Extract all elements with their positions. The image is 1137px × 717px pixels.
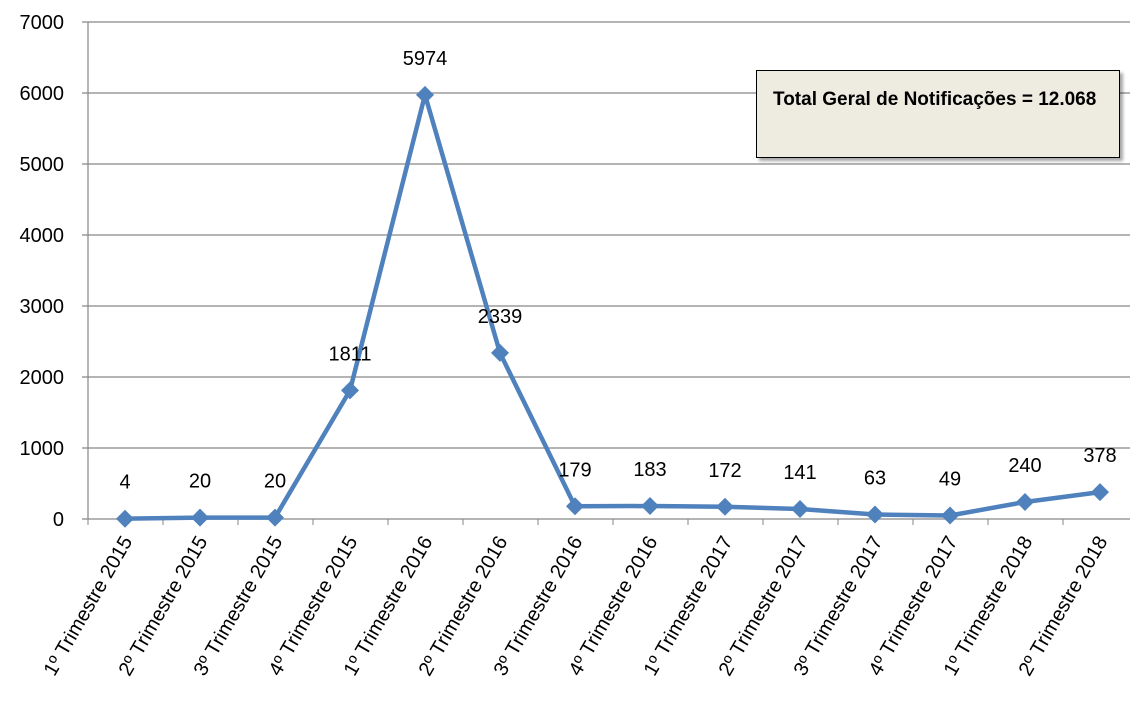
marker	[116, 510, 134, 528]
marker	[1016, 493, 1034, 511]
y-tick-label: 0	[53, 509, 64, 531]
y-tick-label: 7000	[20, 12, 65, 34]
annotation: Total Geral de Notificações = 12.068	[756, 70, 1120, 158]
marker	[191, 509, 209, 527]
marker	[941, 507, 959, 525]
marker	[491, 344, 509, 362]
data-label: 5974	[403, 48, 448, 70]
data-label: 63	[864, 468, 886, 490]
y-tick-label: 4000	[20, 225, 65, 247]
data-label: 49	[939, 469, 961, 491]
marker	[716, 498, 734, 516]
y-tick-label: 2000	[20, 367, 65, 389]
line	[125, 95, 1100, 519]
marker	[1091, 483, 1109, 501]
data-label: 172	[708, 460, 741, 482]
data-label: 183	[633, 459, 666, 481]
marker	[791, 500, 809, 518]
y-tick-label: 5000	[20, 154, 65, 176]
marker	[416, 86, 434, 104]
data-label: 20	[189, 471, 211, 493]
data-label: 141	[783, 462, 816, 484]
data-label: 240	[1008, 455, 1041, 477]
marker	[866, 506, 884, 524]
page: 010002000300040005000600070001º Trimestr…	[0, 0, 1137, 717]
data-label: 378	[1083, 445, 1116, 467]
data-label: 4	[119, 472, 130, 494]
y-tick-label: 1000	[20, 438, 65, 460]
data-label: 2339	[478, 306, 523, 328]
data-label: 20	[264, 471, 286, 493]
data-label: 1811	[328, 343, 371, 365]
data-label: 179	[558, 459, 591, 481]
marker	[566, 497, 584, 515]
marker	[641, 497, 659, 515]
y-tick-label: 6000	[20, 83, 65, 105]
y-tick-label: 3000	[20, 296, 65, 318]
